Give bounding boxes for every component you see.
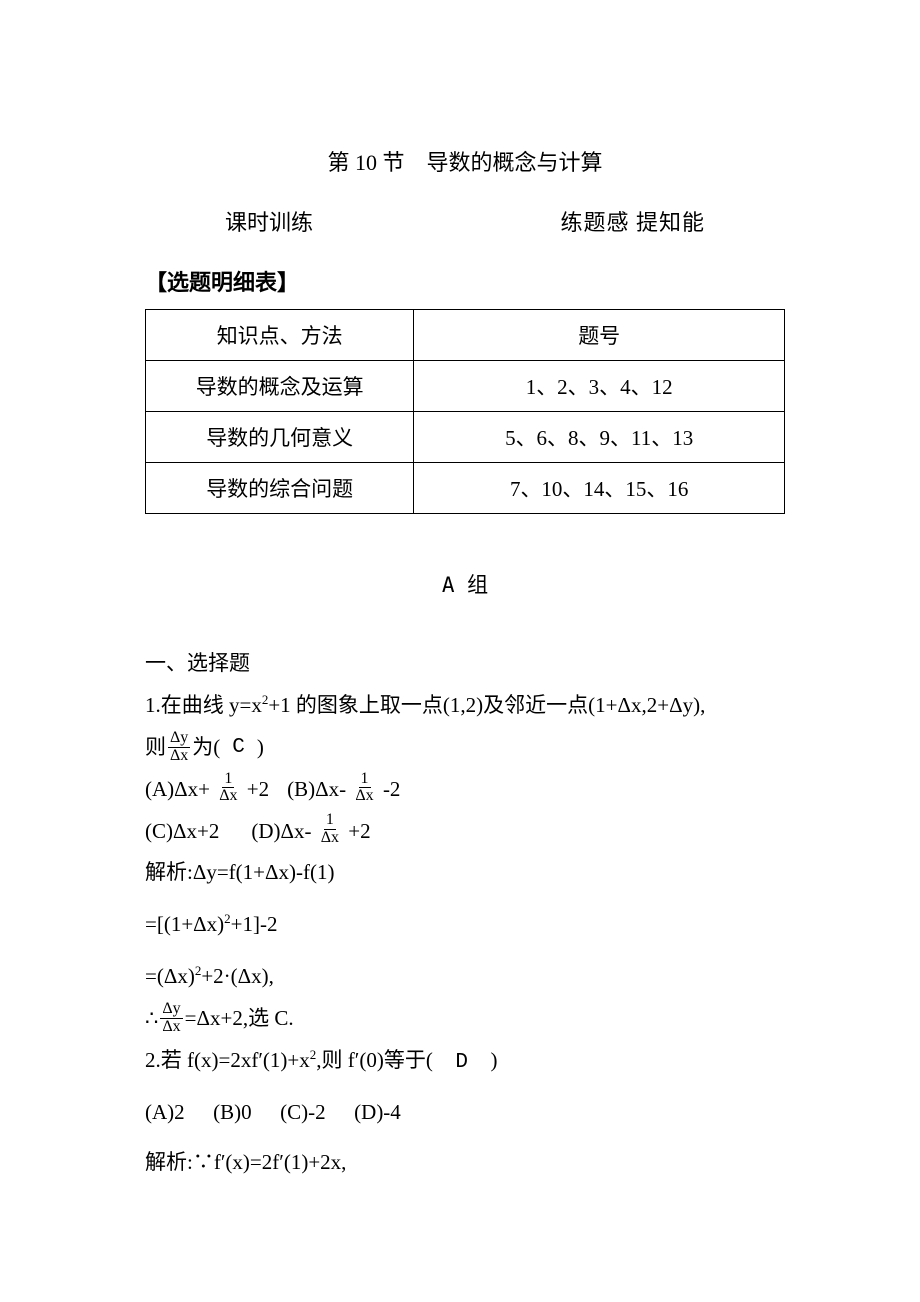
table-cell: 1、2、3、4、12 — [414, 361, 785, 412]
fraction-denominator: Δx — [319, 830, 341, 847]
fraction-numerator: 1 — [324, 812, 336, 830]
q1-solution-line3: =(Δx)2+2·(Δx), — [145, 957, 785, 997]
text: +1 的图象上取一点(1,2)及邻近一点(1+Δx,2+Δy), — [268, 693, 705, 717]
q1-stem-line1: 1.在曲线 y=x2+1 的图象上取一点(1,2)及邻近一点(1+Δx,2+Δy… — [145, 686, 785, 726]
table-header-left: 知识点、方法 — [146, 310, 414, 361]
text: +1]-2 — [231, 912, 278, 936]
text: (D)Δx- — [251, 819, 311, 843]
q1-solution-line1: 解析:Δy=f(1+Δx)-f(1) — [145, 853, 785, 893]
fraction-denominator: Δx — [160, 1019, 182, 1036]
option-d: (D)Δx- 1 Δx +2 — [251, 812, 370, 852]
q1-stem-line2: 则 Δy Δx 为( C ) — [145, 728, 785, 768]
text: 则 — [145, 728, 166, 768]
option-c: (C)-2 — [280, 1100, 326, 1124]
answer-letter: D — [455, 1051, 468, 1074]
fraction-1-dx: 1 Δx — [217, 771, 239, 806]
answer-letter: C — [232, 728, 245, 768]
group-label: A 组 — [145, 569, 785, 599]
fraction-1-dx: 1 Δx — [353, 771, 375, 806]
text: =Δx+2,选 C. — [185, 999, 294, 1039]
fraction-numerator: Δy — [168, 730, 190, 748]
text: ) — [257, 728, 264, 768]
text: +2 — [348, 819, 370, 843]
table-cell: 导数的综合问题 — [146, 463, 414, 514]
text: ) — [490, 1048, 497, 1072]
q1-options-row2: (C)Δx+2 (D)Δx- 1 Δx +2 — [145, 812, 785, 852]
fraction-1-dx: 1 Δx — [319, 812, 341, 847]
text: =[(1+Δx) — [145, 912, 224, 936]
table-header-row: 知识点、方法 题号 — [146, 310, 785, 361]
q2-stem: 2.若 f(x)=2xf′(1)+x2,则 f′(0)等于( D ) — [145, 1041, 785, 1083]
subtitle-left: 课时训练 — [225, 205, 313, 237]
text: 2.若 f(x)=2xf′(1)+x — [145, 1048, 310, 1072]
table-row: 导数的概念及运算 1、2、3、4、12 — [146, 361, 785, 412]
text: 为( — [192, 728, 220, 768]
section-heading-questions: 一、选择题 — [145, 644, 785, 684]
text: ,则 f′(0)等于( — [316, 1048, 433, 1072]
q1-solution-line2: =[(1+Δx)2+1]-2 — [145, 905, 785, 945]
table-heading: 【选题明细表】 — [145, 265, 785, 297]
option-a: (A)2 — [145, 1100, 185, 1124]
subtitle-right: 练题感 提知能 — [560, 205, 705, 237]
table-row: 导数的综合问题 7、10、14、15、16 — [146, 463, 785, 514]
text: ∴ — [145, 999, 158, 1039]
fraction-denominator: Δx — [168, 748, 190, 765]
table-cell: 导数的几何意义 — [146, 412, 414, 463]
table-row: 导数的几何意义 5、6、8、9、11、13 — [146, 412, 785, 463]
fraction-dy-dx: Δy Δx — [168, 730, 190, 765]
table-cell: 7、10、14、15、16 — [414, 463, 785, 514]
topic-table: 知识点、方法 题号 导数的概念及运算 1、2、3、4、12 导数的几何意义 5、… — [145, 309, 785, 514]
option-a: (A)Δx+ 1 Δx +2 — [145, 770, 269, 810]
fraction-numerator: 1 — [222, 771, 234, 789]
subtitle-row: 课时训练 练题感 提知能 — [145, 205, 785, 237]
fraction-denominator: Δx — [217, 788, 239, 805]
option-c: (C)Δx+2 — [145, 812, 219, 852]
q2-solution-line1: 解析:∵f′(x)=2f′(1)+2x, — [145, 1143, 785, 1183]
q1-solution-line4: ∴ Δy Δx =Δx+2,选 C. — [145, 999, 785, 1039]
page-content: 第 10 节 导数的概念与计算 课时训练 练题感 提知能 【选题明细表】 知识点… — [0, 0, 920, 1183]
text: +2·(Δx), — [201, 964, 274, 988]
fraction-numerator: Δy — [160, 1001, 182, 1019]
body-text: 一、选择题 1.在曲线 y=x2+1 的图象上取一点(1,2)及邻近一点(1+Δ… — [145, 644, 785, 1183]
text: 1.在曲线 y=x — [145, 693, 262, 717]
table-cell: 导数的概念及运算 — [146, 361, 414, 412]
table-cell: 5、6、8、9、11、13 — [414, 412, 785, 463]
option-b: (B)0 — [213, 1100, 252, 1124]
fraction-denominator: Δx — [353, 788, 375, 805]
text: =(Δx) — [145, 964, 195, 988]
q2-options: (A)2 (B)0 (C)-2 (D)-4 — [145, 1093, 785, 1133]
fraction-numerator: 1 — [359, 771, 371, 789]
table-header-right: 题号 — [414, 310, 785, 361]
q1-options-row1: (A)Δx+ 1 Δx +2 (B)Δx- 1 Δx -2 — [145, 770, 785, 810]
text: +2 — [247, 777, 269, 801]
option-d: (D)-4 — [354, 1100, 401, 1124]
text: (A)Δx+ — [145, 777, 210, 801]
text: (B)Δx- — [287, 777, 346, 801]
page-title: 第 10 节 导数的概念与计算 — [145, 145, 785, 177]
option-b: (B)Δx- 1 Δx -2 — [287, 770, 400, 810]
fraction-dy-dx: Δy Δx — [160, 1001, 182, 1036]
text: -2 — [383, 777, 401, 801]
